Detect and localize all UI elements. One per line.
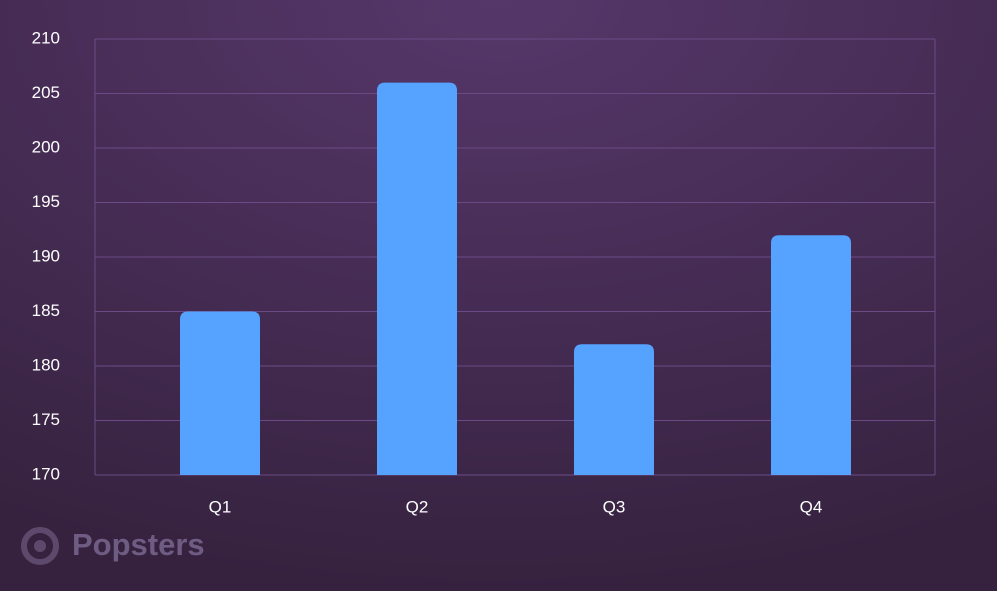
bar — [574, 344, 654, 475]
y-tick-label: 180 — [32, 355, 60, 374]
x-tick-label: Q4 — [800, 497, 823, 516]
x-tick-label: Q2 — [406, 497, 429, 516]
x-tick-label: Q3 — [603, 497, 626, 516]
y-tick-label: 195 — [32, 192, 60, 211]
bar — [771, 235, 851, 475]
y-tick-label: 175 — [32, 410, 60, 429]
x-tick-label: Q1 — [209, 497, 232, 516]
y-tick-label: 205 — [32, 83, 60, 102]
bar — [180, 311, 260, 475]
y-tick-label: 210 — [32, 28, 60, 47]
bar — [377, 82, 457, 475]
y-tick-label: 185 — [32, 301, 60, 320]
watermark: Popsters — [72, 527, 205, 562]
y-tick-label: 170 — [32, 464, 60, 483]
y-tick-label: 190 — [32, 246, 60, 265]
y-tick-label: 200 — [32, 137, 60, 156]
watermark-logo — [21, 527, 59, 565]
